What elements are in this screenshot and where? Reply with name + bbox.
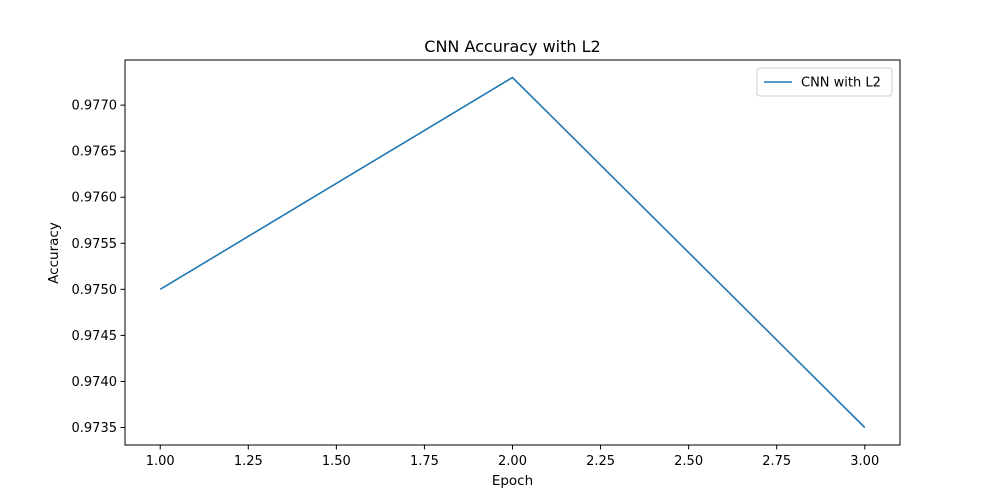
x-axis-label: Epoch <box>492 473 533 489</box>
y-tick-label: 0.9735 <box>72 421 118 436</box>
x-tick-label: 2.00 <box>498 454 527 469</box>
legend-label: CNN with L2 <box>801 76 881 91</box>
y-tick-label: 0.9760 <box>72 191 118 206</box>
x-tick-label: 1.00 <box>146 454 175 469</box>
y-tick-label: 0.9755 <box>72 237 118 252</box>
plot-frame <box>124 59 901 446</box>
legend-box <box>756 67 893 97</box>
y-tick-label: 0.9770 <box>72 99 118 114</box>
y-tick-label: 0.9750 <box>72 283 118 298</box>
legend: CNN with L2 <box>756 67 893 97</box>
x-tick-label: 1.25 <box>234 454 263 469</box>
x-tick-label: 1.75 <box>410 454 439 469</box>
y-tick-label: 0.9765 <box>72 145 118 160</box>
x-tick-label: 2.50 <box>674 454 703 469</box>
y-tick-label: 0.9740 <box>72 375 118 390</box>
x-tick-label: 2.75 <box>762 454 791 469</box>
y-tick-label: 0.9745 <box>72 329 118 344</box>
chart-title: CNN Accuracy with L2 <box>424 37 600 56</box>
y-axis-label: Accuracy <box>46 222 62 284</box>
x-tick-label: 3.00 <box>850 454 879 469</box>
plot-area: 1.00 1.25 1.50 1.75 2.00 2.25 2.50 2.75 3.00 0.97… <box>72 59 901 469</box>
series-line-1 <box>159 76 866 429</box>
x-tick-label: 1.50 <box>322 454 351 469</box>
x-tick-label: 2.25 <box>586 454 615 469</box>
